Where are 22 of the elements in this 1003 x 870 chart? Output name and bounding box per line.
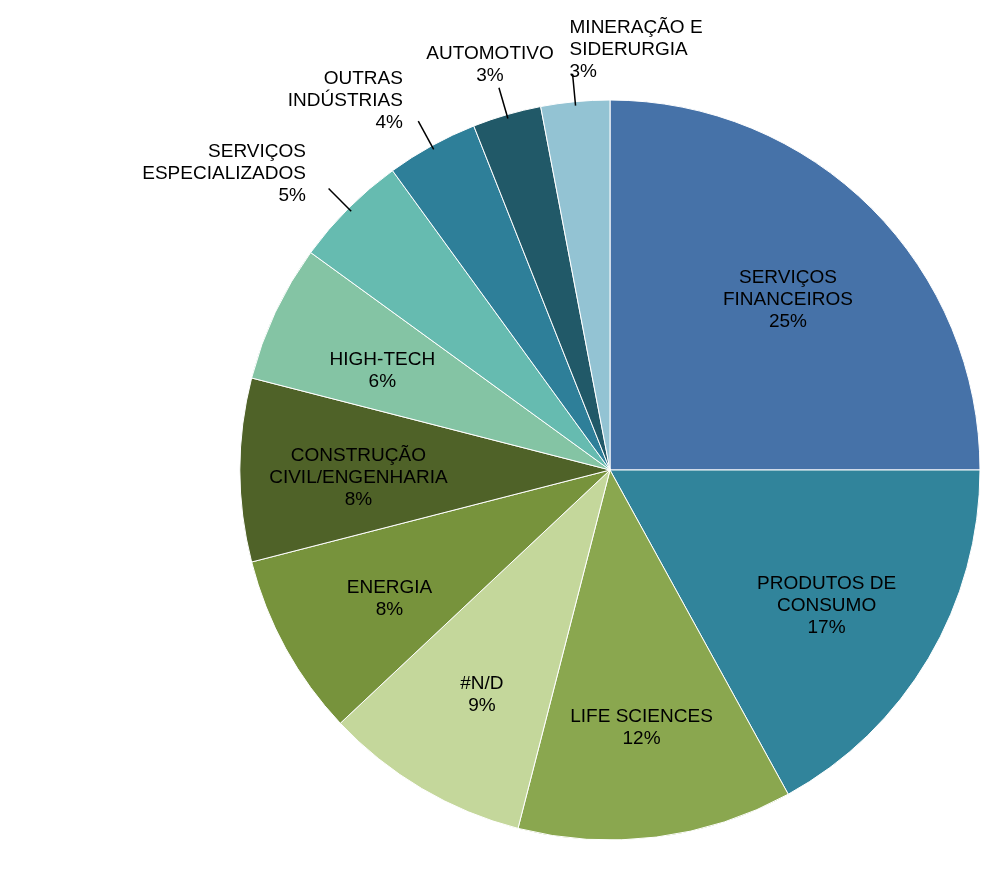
slice-label: HIGH-TECH bbox=[329, 347, 436, 369]
data-label: 5% bbox=[278, 183, 307, 205]
data-label: 3% bbox=[569, 59, 598, 81]
data-label: 6% bbox=[368, 369, 397, 391]
data-label: 4% bbox=[375, 111, 403, 133]
slice-label: PRODUTOS DE CONSUMO bbox=[757, 572, 897, 616]
slice-label: OUTRAS INDÚSTRIAS bbox=[287, 67, 403, 111]
data-label: 12% bbox=[622, 726, 661, 748]
slice-label: LIFE SCIENCES bbox=[570, 704, 713, 726]
data-label: 8% bbox=[344, 488, 373, 509]
slice-label: SERVIÇOS ESPECIALIZADOS bbox=[142, 139, 306, 183]
data-label: 3% bbox=[476, 64, 504, 86]
slice-label: CONSTRUÇÃO CIVIL/ENGENHARIA bbox=[269, 444, 448, 487]
data-label: 8% bbox=[375, 598, 404, 620]
slice-label: ENERGIA bbox=[346, 576, 433, 598]
data-label: 17% bbox=[807, 616, 846, 638]
slice-label: SERVIÇOS FINANCEIROS bbox=[722, 266, 853, 310]
slice-label: AUTOMOTIVO bbox=[426, 42, 554, 64]
slice-label: #N/D bbox=[460, 671, 504, 693]
data-label: 9% bbox=[468, 693, 496, 715]
slice-label: MINERAÇÃO E SIDERURGIA bbox=[569, 15, 703, 59]
data-label: 25% bbox=[768, 310, 808, 332]
